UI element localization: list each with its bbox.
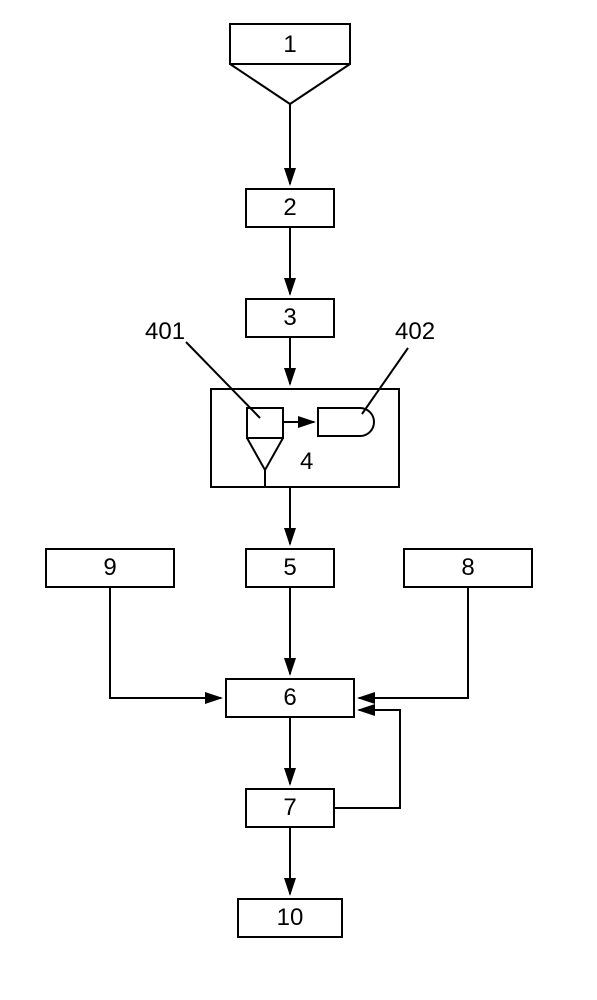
node-7: 7: [245, 788, 335, 828]
edge-9-6: [110, 588, 221, 698]
node-2: 2: [245, 188, 335, 228]
node-6: 6: [225, 678, 355, 718]
node-402-label: 402: [395, 318, 435, 346]
node-10: 10: [237, 898, 343, 938]
node-9-label: 9: [103, 554, 116, 582]
node-2-label: 2: [283, 194, 296, 222]
node-8: 8: [403, 548, 533, 588]
node-8-label: 8: [461, 554, 474, 582]
node-3: 3: [245, 298, 335, 338]
node-4-label: 4: [300, 448, 313, 476]
node-1-label: 1: [283, 31, 296, 58]
node-7-label: 7: [283, 794, 296, 822]
node-401-label: 401: [145, 318, 185, 346]
node-5: 5: [245, 548, 335, 588]
node-6-label: 6: [283, 684, 296, 712]
node-5-label: 5: [283, 554, 296, 582]
edge-7-6-feedback: [335, 710, 400, 808]
node-10-label: 10: [277, 904, 304, 932]
edge-8-6: [359, 588, 468, 698]
node-1-shape: 1: [230, 24, 350, 120]
node-3-label: 3: [283, 304, 296, 332]
flowchart-svg: 1: [0, 0, 597, 1000]
node-9: 9: [45, 548, 175, 588]
